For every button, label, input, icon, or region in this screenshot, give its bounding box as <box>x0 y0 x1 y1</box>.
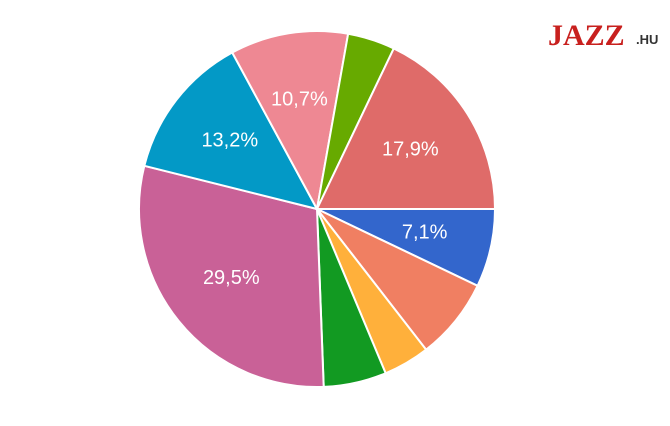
slice-label: 13,2% <box>201 130 258 152</box>
slices <box>138 30 497 388</box>
slice-label: 7,1% <box>402 222 448 244</box>
slice <box>315 47 497 210</box>
slice <box>230 30 350 212</box>
slice <box>143 51 319 211</box>
slice-label: 29,5% <box>203 267 260 289</box>
logo-suffix: .HU <box>636 32 658 47</box>
logo-main: JAZZ <box>548 19 625 52</box>
slice-label: 17,9% <box>382 138 439 160</box>
slice <box>138 164 325 388</box>
slice-label: 10,7% <box>271 88 328 110</box>
